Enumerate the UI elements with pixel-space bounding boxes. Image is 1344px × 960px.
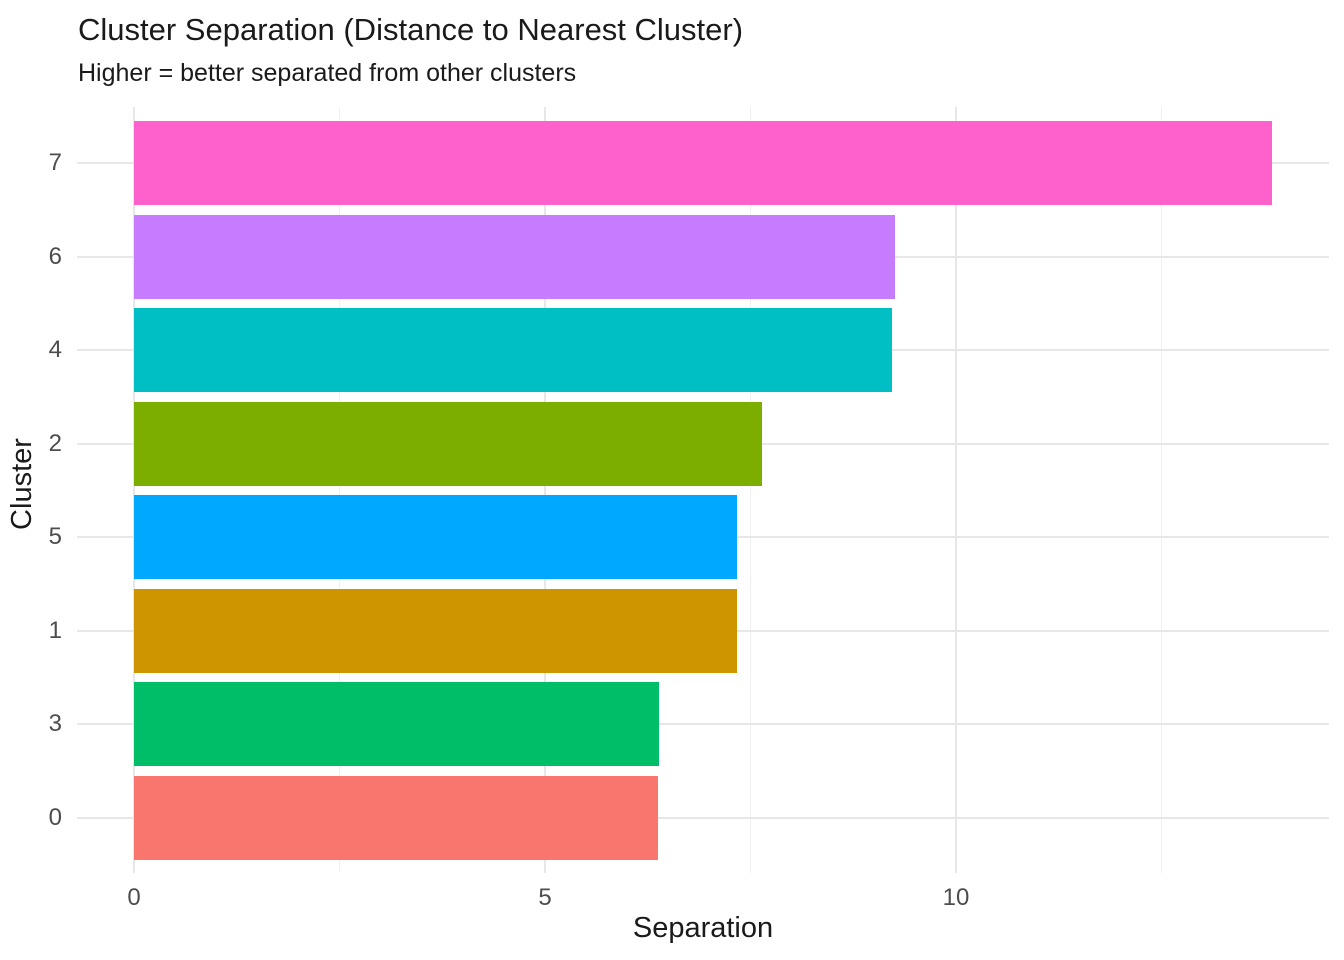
x-minor-gridline xyxy=(339,107,340,873)
y-tick-label: 7 xyxy=(48,149,62,176)
x-major-gridline xyxy=(133,107,135,873)
chart-title: Cluster Separation (Distance to Nearest … xyxy=(78,12,744,47)
chart-subtitle: Higher = better separated from other clu… xyxy=(78,59,577,87)
bar-cluster-2 xyxy=(134,401,762,486)
x-minor-gridline xyxy=(1161,107,1162,873)
bar-cluster-0 xyxy=(134,775,659,860)
y-tick-label: 4 xyxy=(48,336,62,364)
plot-panel xyxy=(77,107,1329,873)
y-tick-label: 0 xyxy=(48,803,62,831)
bar-cluster-5 xyxy=(134,495,737,580)
bar-cluster-7 xyxy=(134,121,1272,205)
bar-cluster-6 xyxy=(134,214,896,299)
x-major-gridline xyxy=(544,107,546,873)
y-tick-label: 6 xyxy=(48,242,62,270)
y-tick-label: 1 xyxy=(48,616,62,644)
x-tick-label: 0 xyxy=(127,884,141,911)
y-axis-title: Cluster xyxy=(6,438,38,530)
x-axis-title: Separation xyxy=(632,912,774,944)
x-minor-gridline xyxy=(750,107,751,873)
bar-cluster-4 xyxy=(134,308,892,393)
y-major-gridline xyxy=(77,816,1329,819)
y-tick-label: 2 xyxy=(48,429,62,457)
bar-cluster-3 xyxy=(134,682,660,767)
x-tick-label: 5 xyxy=(538,884,552,911)
y-major-gridline xyxy=(77,723,1329,726)
y-tick-label: 3 xyxy=(48,710,62,738)
x-tick-label: 10 xyxy=(942,884,970,911)
x-major-gridline xyxy=(955,107,957,873)
bar-cluster-1 xyxy=(134,588,738,673)
y-tick-label: 5 xyxy=(48,523,62,551)
